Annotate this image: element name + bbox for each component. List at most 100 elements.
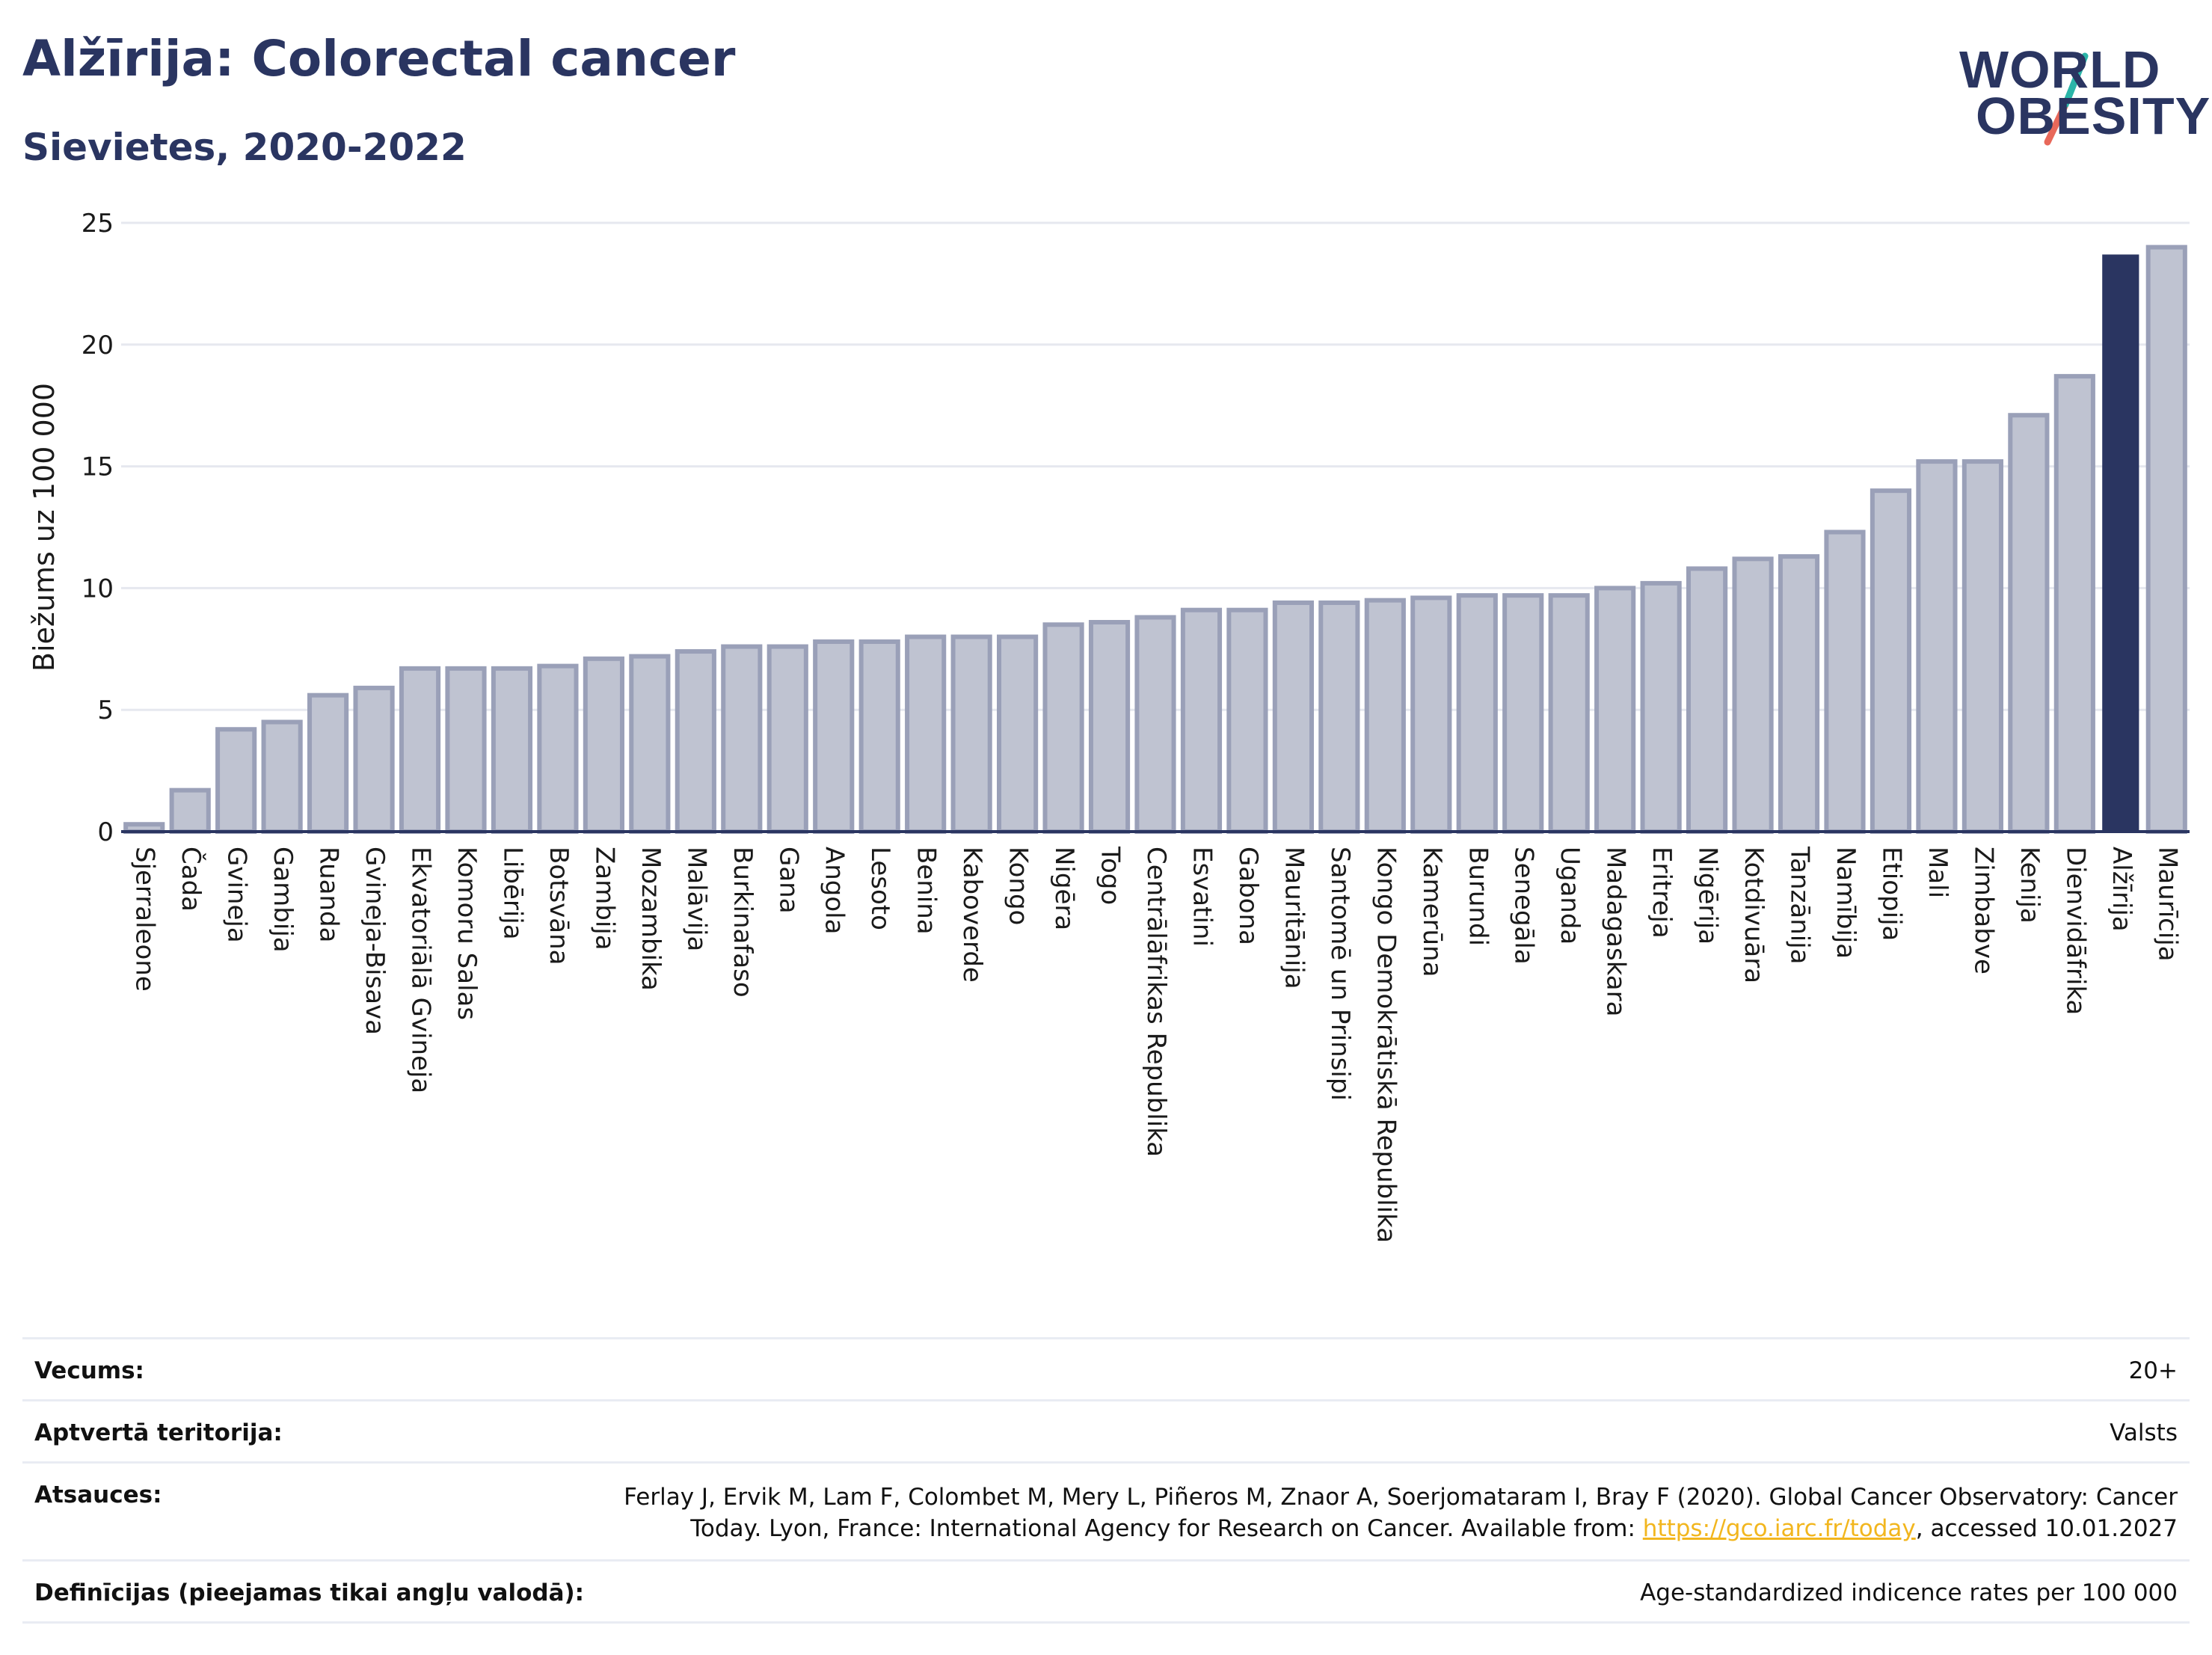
x-tick-label: Nigērija (1693, 847, 1723, 945)
bar (353, 685, 395, 834)
chart-title: Alžīrija: Colorectal cancer (22, 30, 736, 87)
logo-slash-icon (2044, 52, 2089, 146)
x-tick-label: Benina (912, 847, 941, 935)
x-tick-label: Mozambika (636, 847, 666, 991)
x-tick-label: Santomē un Prinsipi (1325, 847, 1355, 1101)
bar (1824, 529, 1866, 834)
x-tick-label: Kamerūna (1417, 847, 1447, 977)
bar (1594, 586, 1636, 835)
bar (2008, 413, 2050, 834)
x-tick-label: Gvineja (222, 847, 252, 943)
bar (1778, 554, 1820, 834)
world-obesity-logo: WORLD OBESITY (1952, 30, 2210, 157)
x-tick-label: Centrālāfrikas Republika (1141, 847, 1171, 1157)
bar (858, 639, 900, 834)
bar (1134, 615, 1176, 834)
x-tick-label: Togo (1096, 846, 1125, 905)
y-axis-title: Biežums uz 100 000 (28, 383, 61, 672)
x-tick-label: Namībija (1831, 847, 1861, 959)
bar (1732, 556, 1774, 834)
x-tick-label: Ekvatoriālā Gvineja (406, 847, 436, 1093)
y-tick-label: 20 (82, 331, 114, 360)
bar (1456, 593, 1498, 835)
x-tick-label: Etiopija (1876, 847, 1906, 941)
references-accessed: , accessed 10.01.2027 (1915, 1515, 2178, 1542)
x-tick-label: Kongo (1004, 847, 1033, 925)
bar (537, 663, 579, 834)
bar (261, 719, 303, 834)
x-tick-label: Zambija (589, 847, 619, 951)
x-tick-label: Gvineja-Bisava (360, 847, 390, 1035)
x-tick-label: Angola (820, 847, 850, 934)
x-tick-label: Burundi (1463, 847, 1493, 946)
x-tick-label: Kotdivuāra (1739, 847, 1769, 983)
references-line-1: Ferlay J, Ervik M, Lam F, Colombet M, Me… (624, 1484, 2178, 1511)
bar (1548, 593, 1590, 835)
bar-chart: 0 5 10 15 20 25 Sjerraleone Čada Gvineja Gambija… (28, 209, 2190, 1243)
x-tick-label: Gabona (1233, 847, 1263, 945)
y-tick-labels: 0 5 10 15 20 25 (82, 209, 114, 847)
bar (1870, 488, 1912, 834)
bar (1318, 600, 1360, 834)
bar (491, 666, 533, 835)
x-tick-label: Nigēra (1049, 847, 1079, 930)
x-tick-label: Malāvija (681, 847, 711, 951)
y-tick-label: 25 (82, 209, 114, 239)
references-link[interactable]: https://gco.iarc.fr/today (1642, 1515, 1916, 1542)
x-tick-label: Gambija (268, 847, 298, 953)
age-value: 20+ (2128, 1357, 2178, 1384)
bar (307, 693, 349, 834)
bar (1226, 607, 1268, 834)
bar (1272, 600, 1314, 834)
y-tick-label: 10 (82, 574, 114, 604)
bar (169, 787, 211, 835)
bar (445, 666, 487, 835)
bar (997, 634, 1039, 835)
x-tick-label: Madagaskara (1601, 847, 1631, 1016)
references-label: Atsauces: (34, 1481, 162, 1508)
metadata-table: Vecums: 20+ Aptvertā teritorija: Valsts … (22, 1337, 2190, 1624)
bar (399, 666, 441, 835)
bar (1686, 566, 1728, 834)
x-tick-label: Ruanda (314, 847, 344, 942)
definitions-label: Definīcijas (pieejamas tikai angļu valod… (34, 1579, 585, 1606)
bar (1042, 622, 1084, 834)
x-tick-label: Mali (1923, 847, 1953, 898)
x-tick-label: Tanzānija (1785, 846, 1815, 964)
x-tick-label: Kenija (2015, 847, 2044, 924)
x-tick-label: Dienvidāfrika (2060, 847, 2090, 1015)
x-tick-label: Eritreja (1647, 847, 1677, 939)
x-tick-label: Čada (176, 847, 206, 912)
meta-row-references: Atsauces: Ferlay J, Ervik M, Lam F, Colo… (22, 1461, 2190, 1559)
y-tick-label: 5 (97, 696, 114, 725)
coverage-label: Aptvertā teritorija: (34, 1419, 283, 1446)
references-text: Today. Lyon, France: International Agenc… (690, 1515, 1643, 1542)
bars (123, 245, 2187, 835)
bar (721, 644, 763, 834)
x-tick-label: Gana (773, 847, 803, 914)
bar (2053, 374, 2095, 834)
bar (1180, 607, 1223, 834)
x-tick-labels: Sjerraleone Čada Gvineja Gambija Ruanda Gvine… (130, 846, 2183, 1243)
definitions-value: Age-standardized indicence rates per 100… (1640, 1579, 2178, 1606)
bar (1502, 593, 1544, 835)
x-tick-label: Senegāla (1509, 847, 1539, 965)
x-tick-label: Botsvāna (544, 847, 574, 965)
bar (215, 727, 257, 834)
x-tick-label: Komoru Salas (452, 847, 482, 1020)
age-label: Vecums: (34, 1357, 144, 1384)
bar (629, 654, 671, 834)
references-line-2: Today. Lyon, France: International Agenc… (624, 1513, 2178, 1544)
x-tick-label: Burkinafaso (728, 847, 758, 998)
x-tick-label: Sjerraleone (130, 847, 160, 992)
bar (766, 644, 808, 834)
meta-row-age: Vecums: 20+ (22, 1337, 2190, 1399)
x-tick-label: Zimbabve (1968, 847, 1998, 974)
x-tick-label: Maurīcija (2152, 847, 2182, 962)
bar (1961, 459, 2003, 834)
meta-row-definitions: Definīcijas (pieejamas tikai angļu valod… (22, 1559, 2190, 1624)
bar (1916, 459, 1958, 834)
meta-row-coverage: Aptvertā teritorija: Valsts (22, 1399, 2190, 1461)
logo-text-world: WORLD (1959, 40, 2161, 99)
x-tick-label: Libērija (497, 847, 527, 940)
